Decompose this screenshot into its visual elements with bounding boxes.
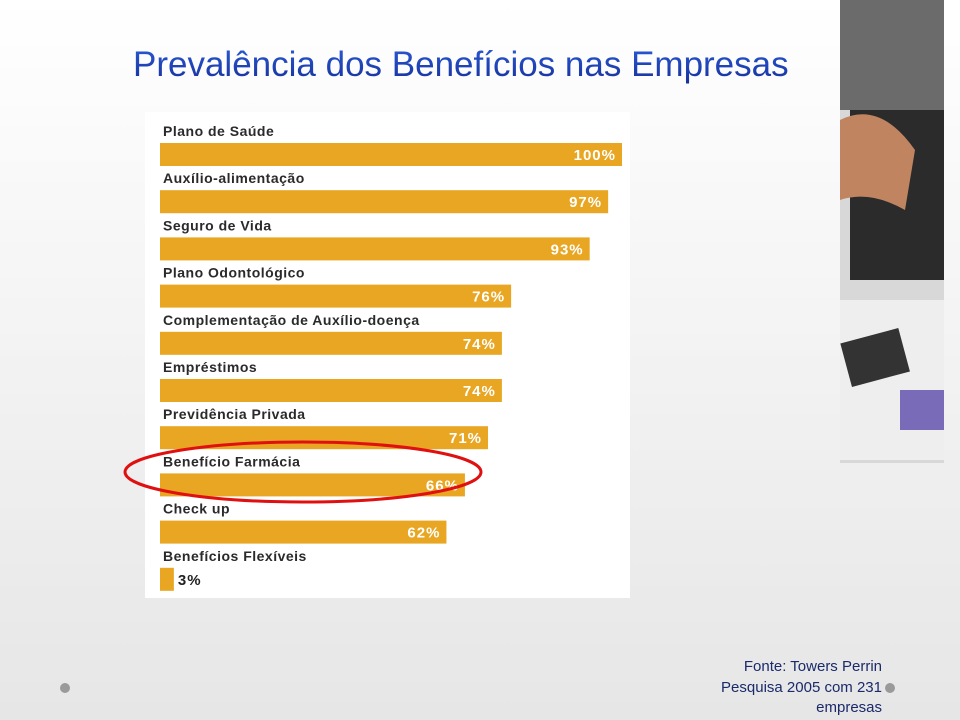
highlight-ellipse bbox=[123, 440, 483, 504]
source: Fonte: Towers Perrin Pesquisa 2005 com 2… bbox=[721, 658, 882, 716]
value-label: 3% bbox=[178, 572, 202, 589]
bullet bbox=[885, 683, 895, 693]
bar bbox=[160, 379, 502, 402]
photo-shape bbox=[840, 327, 910, 387]
value-label: 74% bbox=[463, 336, 496, 353]
category-label: Complementação de Auxílio-doença bbox=[163, 312, 420, 328]
source-line: Fonte: Towers Perrin bbox=[744, 658, 882, 675]
slide-title: Prevalência dos Benefícios nas Empresas bbox=[133, 45, 789, 84]
category-label: Check up bbox=[163, 501, 230, 517]
bar bbox=[160, 331, 502, 355]
category-label: Benefício Farmácia bbox=[163, 453, 300, 469]
photo-shape bbox=[900, 390, 944, 430]
value-label: 76% bbox=[472, 289, 505, 306]
category-label: Empréstimos bbox=[163, 359, 257, 375]
bars: Plano de Saúde 100% Auxílio-alimentação 97%… bbox=[160, 123, 622, 591]
source-line: empresas bbox=[816, 699, 882, 716]
bar bbox=[160, 143, 622, 166]
category-label: Auxílio-alimentação bbox=[163, 170, 305, 186]
value-label: 97% bbox=[569, 194, 602, 211]
photo-shape bbox=[840, 114, 915, 210]
value-label: 71% bbox=[449, 430, 482, 447]
source-line: Pesquisa 2005 com 231 bbox=[721, 679, 882, 696]
category-label: Plano Odontológico bbox=[163, 265, 305, 281]
bullet bbox=[60, 683, 70, 693]
value-label: 100% bbox=[574, 147, 616, 164]
bar bbox=[160, 190, 609, 214]
value-label: 74% bbox=[463, 383, 496, 400]
bar bbox=[160, 567, 174, 591]
value-label: 93% bbox=[551, 241, 584, 258]
photo bbox=[840, 0, 944, 463]
value-label: 62% bbox=[407, 525, 440, 542]
category-label: Benefícios Flexíveis bbox=[163, 548, 307, 564]
category-label: Plano de Saúde bbox=[163, 123, 274, 139]
category-label: Seguro de Vida bbox=[163, 217, 272, 233]
photo-shape bbox=[840, 0, 944, 110]
bar bbox=[160, 237, 590, 261]
bar bbox=[160, 520, 447, 544]
bar bbox=[160, 284, 512, 308]
category-label: Previdência Privada bbox=[163, 406, 306, 422]
bar bbox=[160, 473, 465, 497]
